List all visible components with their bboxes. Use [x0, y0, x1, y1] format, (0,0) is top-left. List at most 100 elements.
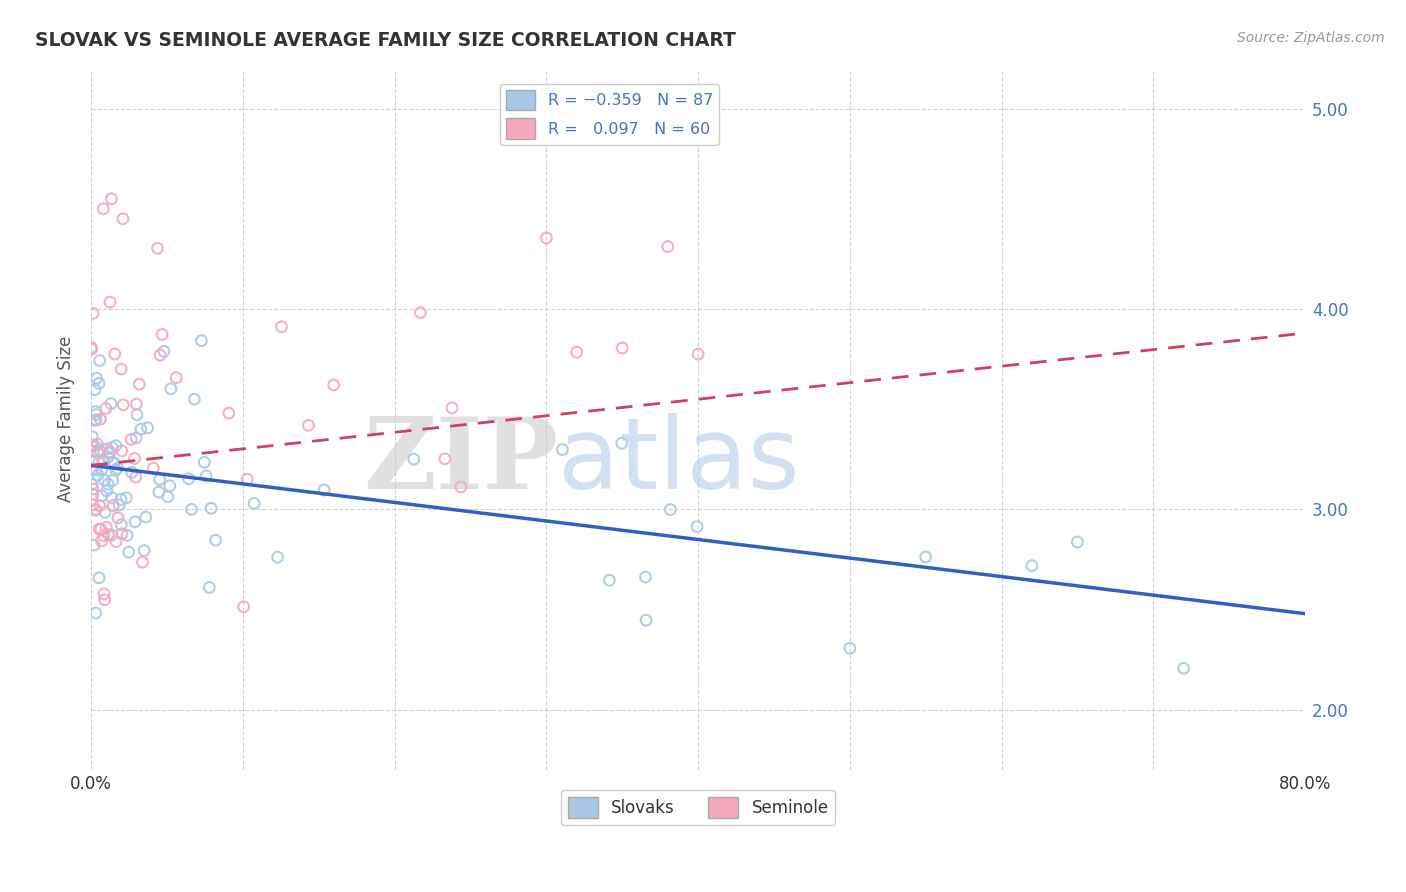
Point	[84, 606, 107, 620]
Point	[450, 480, 472, 494]
Point	[89, 454, 111, 468]
Point	[598, 574, 620, 588]
Point	[103, 499, 125, 513]
Point	[1021, 558, 1043, 573]
Point	[198, 581, 221, 595]
Point	[115, 528, 138, 542]
Point	[433, 451, 456, 466]
Point	[110, 362, 132, 376]
Point	[90, 522, 112, 536]
Point	[97, 477, 120, 491]
Point	[103, 456, 125, 470]
Point	[266, 550, 288, 565]
Point	[96, 520, 118, 534]
Point	[105, 534, 128, 549]
Point	[89, 353, 111, 368]
Point	[612, 341, 634, 355]
Point	[107, 511, 129, 525]
Point	[84, 503, 107, 517]
Point	[80, 341, 103, 355]
Point	[165, 370, 187, 384]
Point	[93, 587, 115, 601]
Point	[636, 613, 658, 627]
Point	[82, 306, 104, 320]
Point	[90, 489, 112, 503]
Point	[236, 472, 259, 486]
Point	[440, 401, 463, 415]
Point	[183, 392, 205, 407]
Point	[180, 502, 202, 516]
Point	[659, 502, 682, 516]
Point	[83, 538, 105, 552]
Point	[115, 491, 138, 505]
Point	[90, 533, 112, 548]
Point	[218, 406, 240, 420]
Point	[1066, 535, 1088, 549]
Legend: Slovaks, Seminole: Slovaks, Seminole	[561, 790, 835, 825]
Point	[80, 342, 103, 356]
Point	[314, 483, 336, 497]
Point	[177, 472, 200, 486]
Point	[86, 371, 108, 385]
Point	[297, 418, 319, 433]
Text: atlas: atlas	[558, 413, 800, 510]
Point	[193, 455, 215, 469]
Point	[118, 545, 141, 559]
Point	[124, 451, 146, 466]
Point	[686, 347, 709, 361]
Point	[150, 327, 173, 342]
Point	[87, 571, 110, 585]
Point	[110, 492, 132, 507]
Point	[80, 438, 103, 452]
Point	[100, 192, 122, 206]
Point	[111, 211, 134, 226]
Point	[84, 463, 107, 477]
Point	[146, 241, 169, 255]
Point	[125, 397, 148, 411]
Point	[536, 231, 558, 245]
Point	[914, 549, 936, 564]
Point	[84, 408, 107, 422]
Point	[120, 433, 142, 447]
Point	[111, 526, 134, 541]
Point	[142, 461, 165, 475]
Point	[686, 519, 709, 533]
Point	[84, 502, 107, 516]
Point	[125, 470, 148, 484]
Point	[93, 592, 115, 607]
Point	[135, 510, 157, 524]
Point	[82, 482, 104, 496]
Point	[93, 202, 115, 216]
Point	[129, 422, 152, 436]
Point	[657, 239, 679, 253]
Point	[94, 401, 117, 416]
Point	[148, 485, 170, 500]
Point	[82, 430, 104, 444]
Point	[111, 443, 134, 458]
Point	[125, 408, 148, 422]
Point	[98, 445, 121, 459]
Point	[87, 468, 110, 483]
Point	[87, 376, 110, 391]
Point	[124, 515, 146, 529]
Point	[82, 444, 104, 458]
Point	[149, 472, 172, 486]
Point	[610, 436, 633, 450]
Point	[93, 455, 115, 469]
Point	[402, 452, 425, 467]
Point	[136, 421, 159, 435]
Point	[90, 462, 112, 476]
Point	[153, 344, 176, 359]
Point	[97, 442, 120, 456]
Point	[156, 490, 179, 504]
Point	[270, 319, 292, 334]
Point	[634, 570, 657, 584]
Text: ZIP: ZIP	[364, 413, 558, 510]
Text: Source: ZipAtlas.com: Source: ZipAtlas.com	[1237, 31, 1385, 45]
Point	[149, 348, 172, 362]
Point	[160, 382, 183, 396]
Point	[82, 498, 104, 512]
Point	[100, 397, 122, 411]
Point	[409, 306, 432, 320]
Point	[83, 439, 105, 453]
